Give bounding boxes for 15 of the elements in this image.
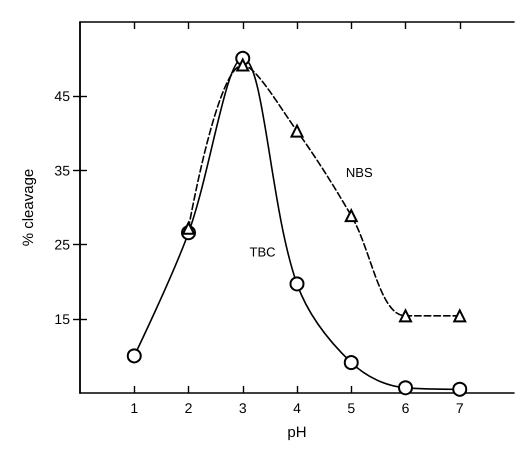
x-tick-label: 2 xyxy=(184,400,193,416)
y-tick-label: 15 xyxy=(54,310,70,327)
x-tick-label: 3 xyxy=(238,400,247,416)
x-tick-label: 5 xyxy=(347,400,356,416)
y-tick-label: 45 xyxy=(54,88,70,104)
series-label: NBS xyxy=(346,165,373,180)
x-tick-label: 6 xyxy=(402,400,410,416)
y-tick-label: 25 xyxy=(54,236,70,253)
y-tick-label: 35 xyxy=(54,162,70,178)
x-tick-label: 7 xyxy=(456,400,464,416)
series-label: TBC xyxy=(250,244,276,260)
x-tick-label: 4 xyxy=(293,400,302,416)
x-axis-title: pH xyxy=(287,424,307,441)
x-tick-label: 1 xyxy=(130,400,138,416)
y-axis-title: % cleavage xyxy=(20,168,37,246)
